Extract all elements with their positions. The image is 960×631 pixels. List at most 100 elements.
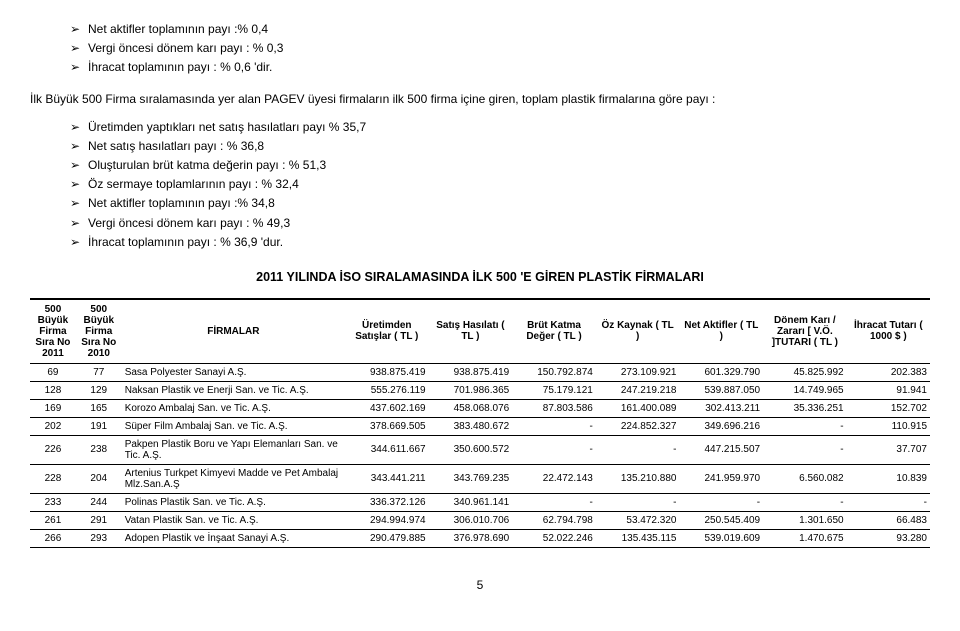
cell-value: 152.702 xyxy=(847,399,930,417)
bullet-item: Net aktifler toplamının payı :% 34,8 xyxy=(70,194,930,213)
cell-value: 447.215.507 xyxy=(679,435,763,464)
cell-firm: Süper Film Ambalaj San. ve Tic. A.Ş. xyxy=(122,417,345,435)
cell-value: - xyxy=(512,493,596,511)
bullet-item: Oluşturulan brüt katma değerin payı : % … xyxy=(70,156,930,175)
cell-firm: Naksan Plastik ve Enerji San. ve Tic. A.… xyxy=(122,381,345,399)
cell-value: - xyxy=(512,417,596,435)
cell-value: 45.825.992 xyxy=(763,363,847,381)
bullet-item: Net satış hasılatları payı : % 36,8 xyxy=(70,137,930,156)
cell-rank: 165 xyxy=(76,399,122,417)
cell-value: - xyxy=(596,493,680,511)
cell-value: 340.961.141 xyxy=(429,493,513,511)
table-row: 226238Pakpen Plastik Boru ve Yapı Eleman… xyxy=(30,435,930,464)
cell-value: 150.792.874 xyxy=(512,363,596,381)
cell-value: 938.875.419 xyxy=(345,363,429,381)
cell-value: 93.280 xyxy=(847,529,930,547)
cell-value: - xyxy=(763,493,847,511)
cell-rank: 266 xyxy=(30,529,76,547)
table-title: 2011 YILINDA İSO SIRALAMASINDA İLK 500 '… xyxy=(30,270,930,284)
bullet-item: Vergi öncesi dönem karı payı : % 0,3 xyxy=(70,39,930,58)
cell-rank: 69 xyxy=(30,363,76,381)
cell-value: 22.472.143 xyxy=(512,464,596,493)
cell-rank: 129 xyxy=(76,381,122,399)
cell-value: 458.068.076 xyxy=(429,399,513,417)
cell-value: 1.301.650 xyxy=(763,511,847,529)
cell-firm: Vatan Plastik San. ve Tic. A.Ş. xyxy=(122,511,345,529)
cell-value: 250.545.409 xyxy=(679,511,763,529)
cell-firm: Pakpen Plastik Boru ve Yapı Elemanları S… xyxy=(122,435,345,464)
cell-firm: Artenius Turkpet Kimyevi Madde ve Pet Am… xyxy=(122,464,345,493)
cell-value: 306.010.706 xyxy=(429,511,513,529)
table-row: 233244Polinas Plastik San. ve Tic. A.Ş.3… xyxy=(30,493,930,511)
cell-rank: 293 xyxy=(76,529,122,547)
bullet-item: Net aktifler toplamının payı :% 0,4 xyxy=(70,20,930,39)
th-netassets: Net Aktifler ( TL ) xyxy=(679,299,763,363)
cell-value: 294.994.974 xyxy=(345,511,429,529)
cell-rank: 202 xyxy=(30,417,76,435)
th-profit: Dönem Karı / Zararı [ V.Ö. ]TUTARI ( TL … xyxy=(763,299,847,363)
cell-value: 224.852.327 xyxy=(596,417,680,435)
cell-value: 247.219.218 xyxy=(596,381,680,399)
cell-value: 53.472.320 xyxy=(596,511,680,529)
th-rank-2011: 500 Büyük Firma Sıra No 2011 xyxy=(30,299,76,363)
cell-value: 91.941 xyxy=(847,381,930,399)
cell-rank: 204 xyxy=(76,464,122,493)
cell-value: 87.803.586 xyxy=(512,399,596,417)
cell-value: - xyxy=(847,493,930,511)
cell-value: 343.769.235 xyxy=(429,464,513,493)
cell-value: 350.600.572 xyxy=(429,435,513,464)
th-sales: Satış Hasılatı ( TL ) xyxy=(429,299,513,363)
table-row: 228204Artenius Turkpet Kimyevi Madde ve … xyxy=(30,464,930,493)
th-export: İhracat Tutarı ( 1000 $ ) xyxy=(847,299,930,363)
table-row: 128129Naksan Plastik ve Enerji San. ve T… xyxy=(30,381,930,399)
cell-firm: Adopen Plastik ve İnşaat Sanayi A.Ş. xyxy=(122,529,345,547)
cell-value: 601.329.790 xyxy=(679,363,763,381)
cell-value: 10.839 xyxy=(847,464,930,493)
th-equity: Öz Kaynak ( TL ) xyxy=(596,299,680,363)
cell-value: 383.480.672 xyxy=(429,417,513,435)
th-firm: FİRMALAR xyxy=(122,299,345,363)
cell-rank: 291 xyxy=(76,511,122,529)
table-row: 169165Korozo Ambalaj San. ve Tic. A.Ş.43… xyxy=(30,399,930,417)
cell-value: 290.479.885 xyxy=(345,529,429,547)
table-row: 202191Süper Film Ambalaj San. ve Tic. A.… xyxy=(30,417,930,435)
cell-value: 75.179.121 xyxy=(512,381,596,399)
bullet-item: Öz sermaye toplamlarının payı : % 32,4 xyxy=(70,175,930,194)
cell-value: 52.022.246 xyxy=(512,529,596,547)
cell-value: 135.435.115 xyxy=(596,529,680,547)
cell-rank: 228 xyxy=(30,464,76,493)
page-number: 5 xyxy=(30,578,930,592)
cell-rank: 191 xyxy=(76,417,122,435)
cell-rank: 226 xyxy=(30,435,76,464)
table-row: 266293Adopen Plastik ve İnşaat Sanayi A.… xyxy=(30,529,930,547)
cell-firm: Polinas Plastik San. ve Tic. A.Ş. xyxy=(122,493,345,511)
cell-value: 539.887.050 xyxy=(679,381,763,399)
cell-rank: 244 xyxy=(76,493,122,511)
cell-rank: 238 xyxy=(76,435,122,464)
cell-value: 378.669.505 xyxy=(345,417,429,435)
cell-value: 302.413.211 xyxy=(679,399,763,417)
cell-value: 376.978.690 xyxy=(429,529,513,547)
th-production: Üretimden Satışlar ( TL ) xyxy=(345,299,429,363)
cell-value: 161.400.089 xyxy=(596,399,680,417)
cell-value: 1.470.675 xyxy=(763,529,847,547)
firms-table: 500 Büyük Firma Sıra No 2011 500 Büyük F… xyxy=(30,299,930,548)
th-rank-2010: 500 Büyük Firma Sıra No 2010 xyxy=(76,299,122,363)
bullet-item: İhracat toplamının payı : % 36,9 'dur. xyxy=(70,233,930,252)
cell-value: 336.372.126 xyxy=(345,493,429,511)
th-gross: Brüt Katma Değer ( TL ) xyxy=(512,299,596,363)
bullet-item: Üretimden yaptıkları net satış hasılatla… xyxy=(70,118,930,137)
cell-value: 343.441.211 xyxy=(345,464,429,493)
cell-value: - xyxy=(512,435,596,464)
table-row: 261291Vatan Plastik San. ve Tic. A.Ş.294… xyxy=(30,511,930,529)
cell-value: 555.276.119 xyxy=(345,381,429,399)
bullet-item: İhracat toplamının payı : % 0,6 'dir. xyxy=(70,58,930,77)
cell-value: 539.019.609 xyxy=(679,529,763,547)
cell-value: 344.611.667 xyxy=(345,435,429,464)
cell-value: 241.959.970 xyxy=(679,464,763,493)
cell-rank: 128 xyxy=(30,381,76,399)
top-bullet-list: Net aktifler toplamının payı :% 0,4Vergi… xyxy=(30,20,930,78)
cell-value: 37.707 xyxy=(847,435,930,464)
cell-value: 273.109.921 xyxy=(596,363,680,381)
cell-value: - xyxy=(763,435,847,464)
